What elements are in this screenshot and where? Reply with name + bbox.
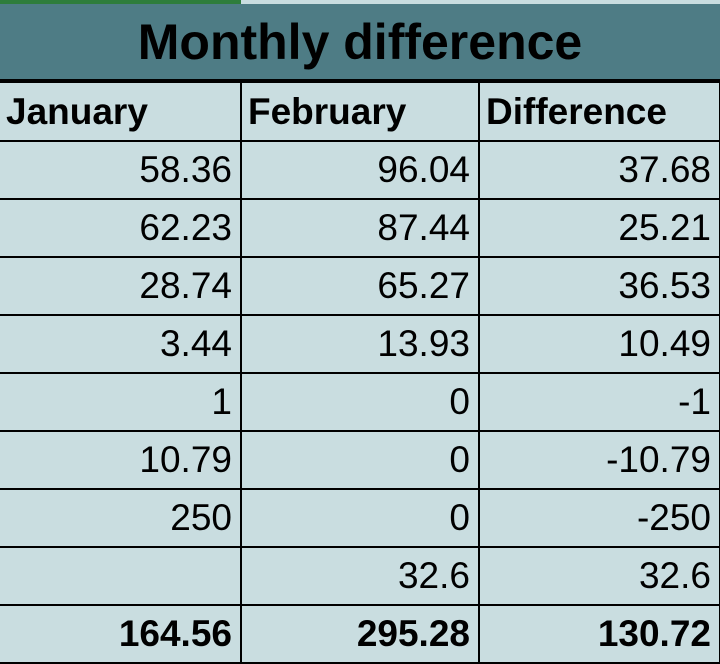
cell-february[interactable]: 96.04: [241, 140, 480, 200]
table-row: 32.6 32.6: [0, 546, 720, 606]
table-row: 250 0 -250: [0, 488, 720, 548]
cell-february[interactable]: 0: [241, 372, 480, 432]
cell-february[interactable]: 65.27: [241, 256, 480, 316]
cell-january[interactable]: 58.36: [0, 140, 242, 200]
cell-difference[interactable]: -10.79: [479, 430, 720, 490]
cell-difference[interactable]: -1: [479, 372, 720, 432]
table-row: 28.74 65.27 36.53: [0, 256, 720, 316]
cell-january[interactable]: 1: [0, 372, 242, 432]
cell-february[interactable]: 87.44: [241, 198, 480, 258]
table-row: 10.79 0 -10.79: [0, 430, 720, 490]
cell-january[interactable]: [0, 546, 242, 606]
cell-february[interactable]: 0: [241, 430, 480, 490]
total-difference[interactable]: 130.72: [479, 604, 720, 664]
table-row: 1 0 -1: [0, 372, 720, 432]
table-row: 58.36 96.04 37.68: [0, 140, 720, 200]
header-february[interactable]: February: [241, 81, 480, 142]
table-row: 62.23 87.44 25.21: [0, 198, 720, 258]
cell-february[interactable]: 32.6: [241, 546, 480, 606]
totals-row: 164.56 295.28 130.72: [0, 604, 720, 664]
header-january[interactable]: January: [0, 81, 242, 142]
cell-difference[interactable]: 25.21: [479, 198, 720, 258]
cell-difference[interactable]: 32.6: [479, 546, 720, 606]
cell-difference[interactable]: -250: [479, 488, 720, 548]
header-difference[interactable]: Difference: [479, 81, 720, 142]
table-title[interactable]: Monthly difference: [0, 4, 720, 81]
cell-january[interactable]: 28.74: [0, 256, 242, 316]
cell-difference[interactable]: 37.68: [479, 140, 720, 200]
cell-february[interactable]: 13.93: [241, 314, 480, 374]
cell-january[interactable]: 250: [0, 488, 242, 548]
header-row: January February Difference: [0, 81, 720, 142]
data-table: January February Difference 58.36 96.04 …: [0, 81, 720, 664]
cell-january[interactable]: 10.79: [0, 430, 242, 490]
cell-difference[interactable]: 10.49: [479, 314, 720, 374]
cell-difference[interactable]: 36.53: [479, 256, 720, 316]
table-row: 3.44 13.93 10.49: [0, 314, 720, 374]
selection-accent-bar: [0, 0, 241, 4]
total-january[interactable]: 164.56: [0, 604, 242, 664]
cell-january[interactable]: 3.44: [0, 314, 242, 374]
total-february[interactable]: 295.28: [241, 604, 480, 664]
cell-january[interactable]: 62.23: [0, 198, 242, 258]
cell-february[interactable]: 0: [241, 488, 480, 548]
